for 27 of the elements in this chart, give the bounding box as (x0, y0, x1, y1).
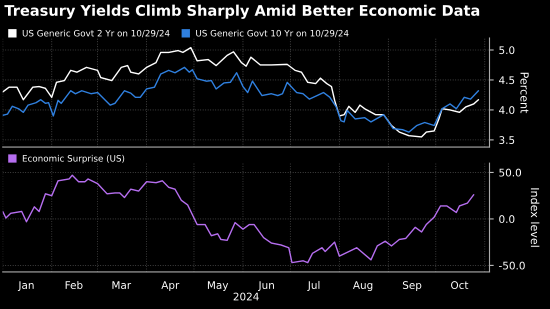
x-tick-label: Oct (451, 281, 468, 290)
y-axis-title: Percent (520, 72, 529, 114)
y-tick-label: 0.0 (499, 215, 514, 224)
x-tick-label: Sep (402, 281, 422, 292)
x-tick-label: Apr (161, 281, 180, 292)
x-axis-title: 2024 (234, 292, 259, 300)
y-axis-title: Index level (530, 188, 540, 247)
y-tick-label: 50.0 (499, 168, 522, 177)
x-tick-label: Jan (18, 281, 34, 291)
x-tick-label: May (208, 281, 228, 292)
legend-label: US Generic Govt 2 Yr on 10/29/24 (22, 30, 170, 38)
legend-label: US Generic Govt 10 Yr on 10/29/24 (196, 30, 349, 38)
x-tick-label: Mar (112, 281, 132, 290)
y-tick-label: 5.0 (499, 46, 514, 54)
y-tick-label: 3.5 (499, 136, 514, 144)
x-tick-label: Jun (258, 281, 274, 291)
line-series (2, 174, 474, 264)
x-tick-label: Feb (66, 280, 83, 290)
line-series (2, 66, 480, 133)
x-tick-label: Aug (352, 281, 372, 292)
y-tick-label: 4.5 (499, 76, 514, 84)
x-tick-label: Jul (307, 280, 320, 291)
chart-title: Treasury Yields Climb Sharply Amid Better Economic Data (4, 4, 480, 19)
line-series (2, 46, 480, 138)
y-tick-label: 4.0 (499, 106, 514, 114)
legend-label: Economic Surprise (US) (22, 154, 124, 164)
y-tick-label: -50.0 (499, 262, 525, 270)
